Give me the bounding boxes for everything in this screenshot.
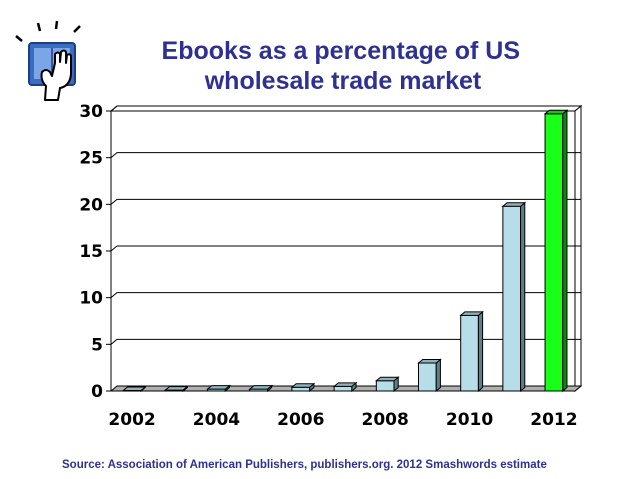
y-tick-label: 20: [79, 195, 103, 215]
bar-2010: [459, 310, 484, 393]
x-tick-label: 2002: [108, 410, 155, 430]
bar-2003: [164, 385, 189, 393]
y-tick-label: 15: [79, 242, 103, 262]
y-tick-label: 10: [79, 289, 103, 309]
bar-2012: [543, 109, 569, 393]
grid-line: [110, 292, 581, 299]
bar-2011: [501, 201, 527, 393]
y-tick-label: 30: [79, 102, 103, 122]
bar-2006: [290, 382, 316, 393]
chart-title: Ebooks as a percentage of US wholesale t…: [162, 37, 525, 95]
bar-2007: [332, 381, 358, 393]
x-axis-ticks: 2002 2004 2006 2008 2010 2012: [108, 410, 577, 430]
bar-2002: [121, 385, 147, 393]
bar-2005: [248, 384, 274, 393]
x-tick-label: 2004: [193, 410, 240, 430]
grid-line: [110, 245, 581, 252]
bar-2008: [374, 376, 400, 393]
y-tick-label: 5: [91, 335, 103, 355]
bar-2009: [417, 358, 442, 393]
bar-2004: [206, 384, 231, 393]
x-tick-label: 2010: [446, 410, 493, 430]
y-axis-ticks: 0 5 10 15 20 25 30: [79, 102, 111, 402]
source-note: Source: Association of American Publishe…: [62, 459, 547, 471]
grid-line: [110, 338, 581, 345]
chart-title-line-1: Ebooks as a percentage of US: [162, 37, 520, 65]
y-tick-label: 0: [91, 382, 103, 402]
x-tick-label: 2006: [277, 410, 324, 430]
grid-line: [110, 105, 581, 112]
chart-title-line-2: wholesale trade market: [204, 67, 482, 95]
bars: [121, 109, 569, 393]
ebook-tablet-hand-icon: [15, 20, 81, 101]
grid-lines: [110, 105, 581, 345]
grid-line: [110, 198, 581, 205]
grid-line: [110, 152, 581, 159]
y-tick-label: 25: [79, 149, 103, 169]
x-tick-label: 2012: [530, 410, 577, 430]
plot-area: [109, 104, 583, 393]
x-tick-label: 2008: [362, 410, 409, 430]
